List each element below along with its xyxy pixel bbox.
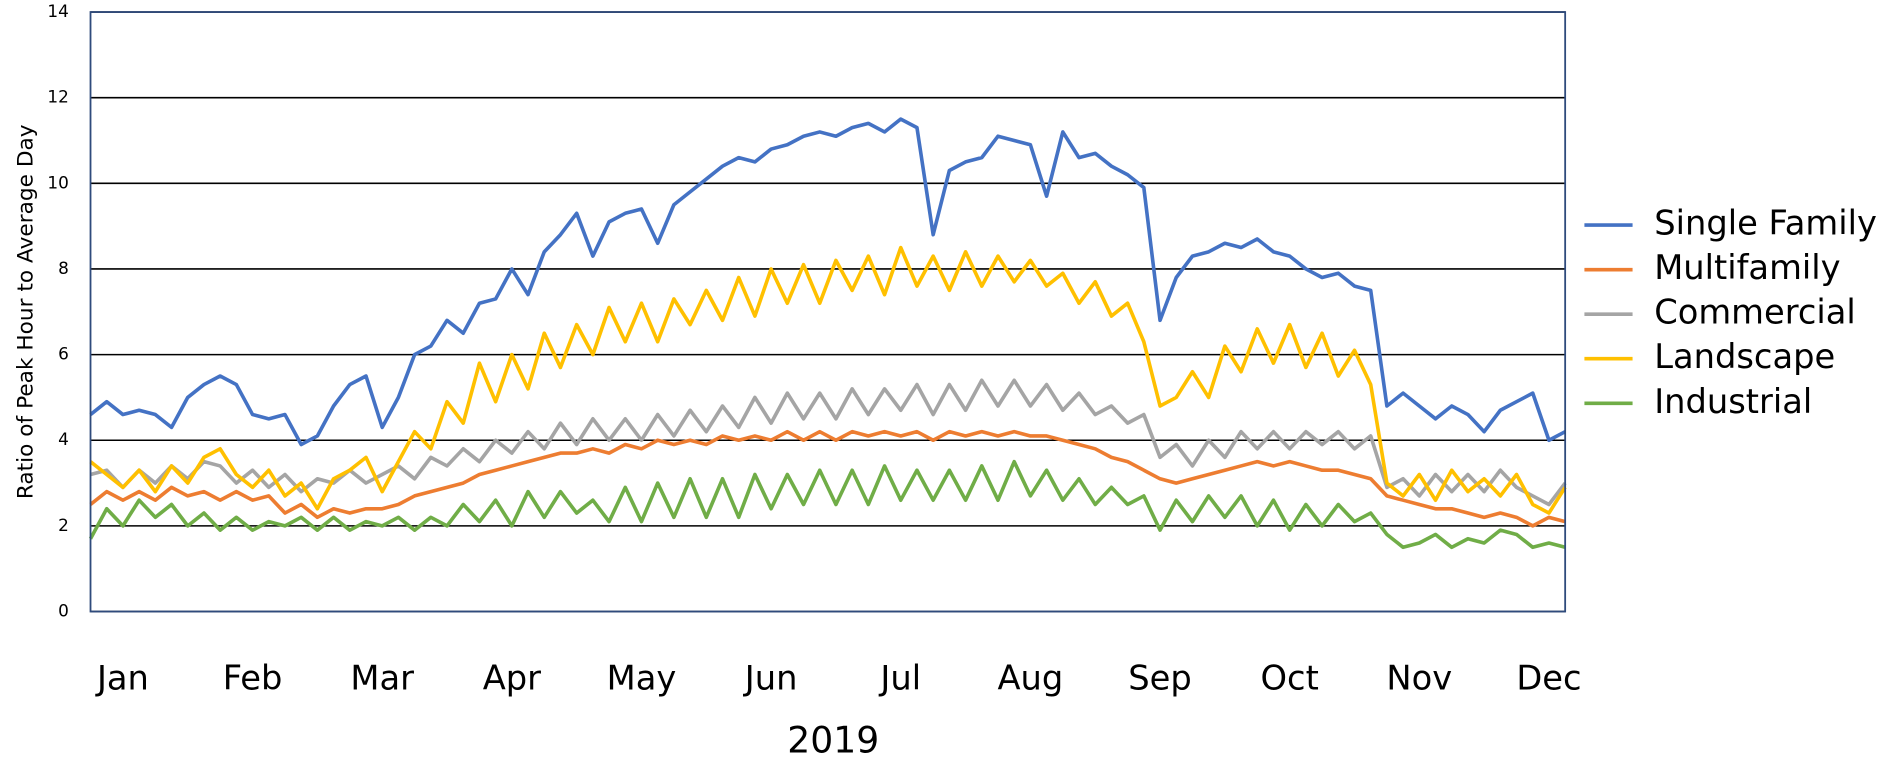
x-tick-label: Apr [483,659,541,698]
y-tick-label: 2 [58,515,69,535]
y-axis-title: Ratio of Peak Hour to Average Day [14,124,39,499]
series-line [90,378,1567,507]
y-tick-label: 6 [58,344,69,364]
plot-border [89,11,1567,613]
x-tick-label: Feb [223,659,283,698]
legend-label: Multifamily [1654,248,1840,287]
x-tick-label: Sep [1128,659,1192,698]
series-line [89,429,1566,528]
series-line [88,459,1566,550]
y-tick-label: 12 [47,87,68,107]
legend-label: Single Family [1654,204,1877,243]
legend-label: Industrial [1654,382,1812,421]
legend-label: Landscape [1654,337,1835,376]
x-tick-label: Nov [1386,659,1452,698]
legend-label: Commercial [1654,293,1855,332]
x-tick-label: Jun [743,659,798,698]
x-axis-title: 2019 [787,719,879,762]
x-tick-label: May [607,659,677,698]
y-tick-label: 4 [58,429,69,449]
x-tick-label: Oct [1261,659,1319,698]
x-tick-label: Mar [350,659,414,698]
y-tick-label: 14 [47,1,68,21]
x-tick-label: Jul [878,659,921,698]
y-tick-label: 0 [58,601,69,621]
y-tick-label: 8 [58,258,69,278]
series-line [89,245,1567,515]
x-tick-label: Jan [95,659,149,698]
x-tick-label: Aug [998,659,1064,698]
y-tick-label: 10 [47,172,68,192]
x-tick-label: Dec [1516,659,1581,698]
series-line [89,117,1566,447]
